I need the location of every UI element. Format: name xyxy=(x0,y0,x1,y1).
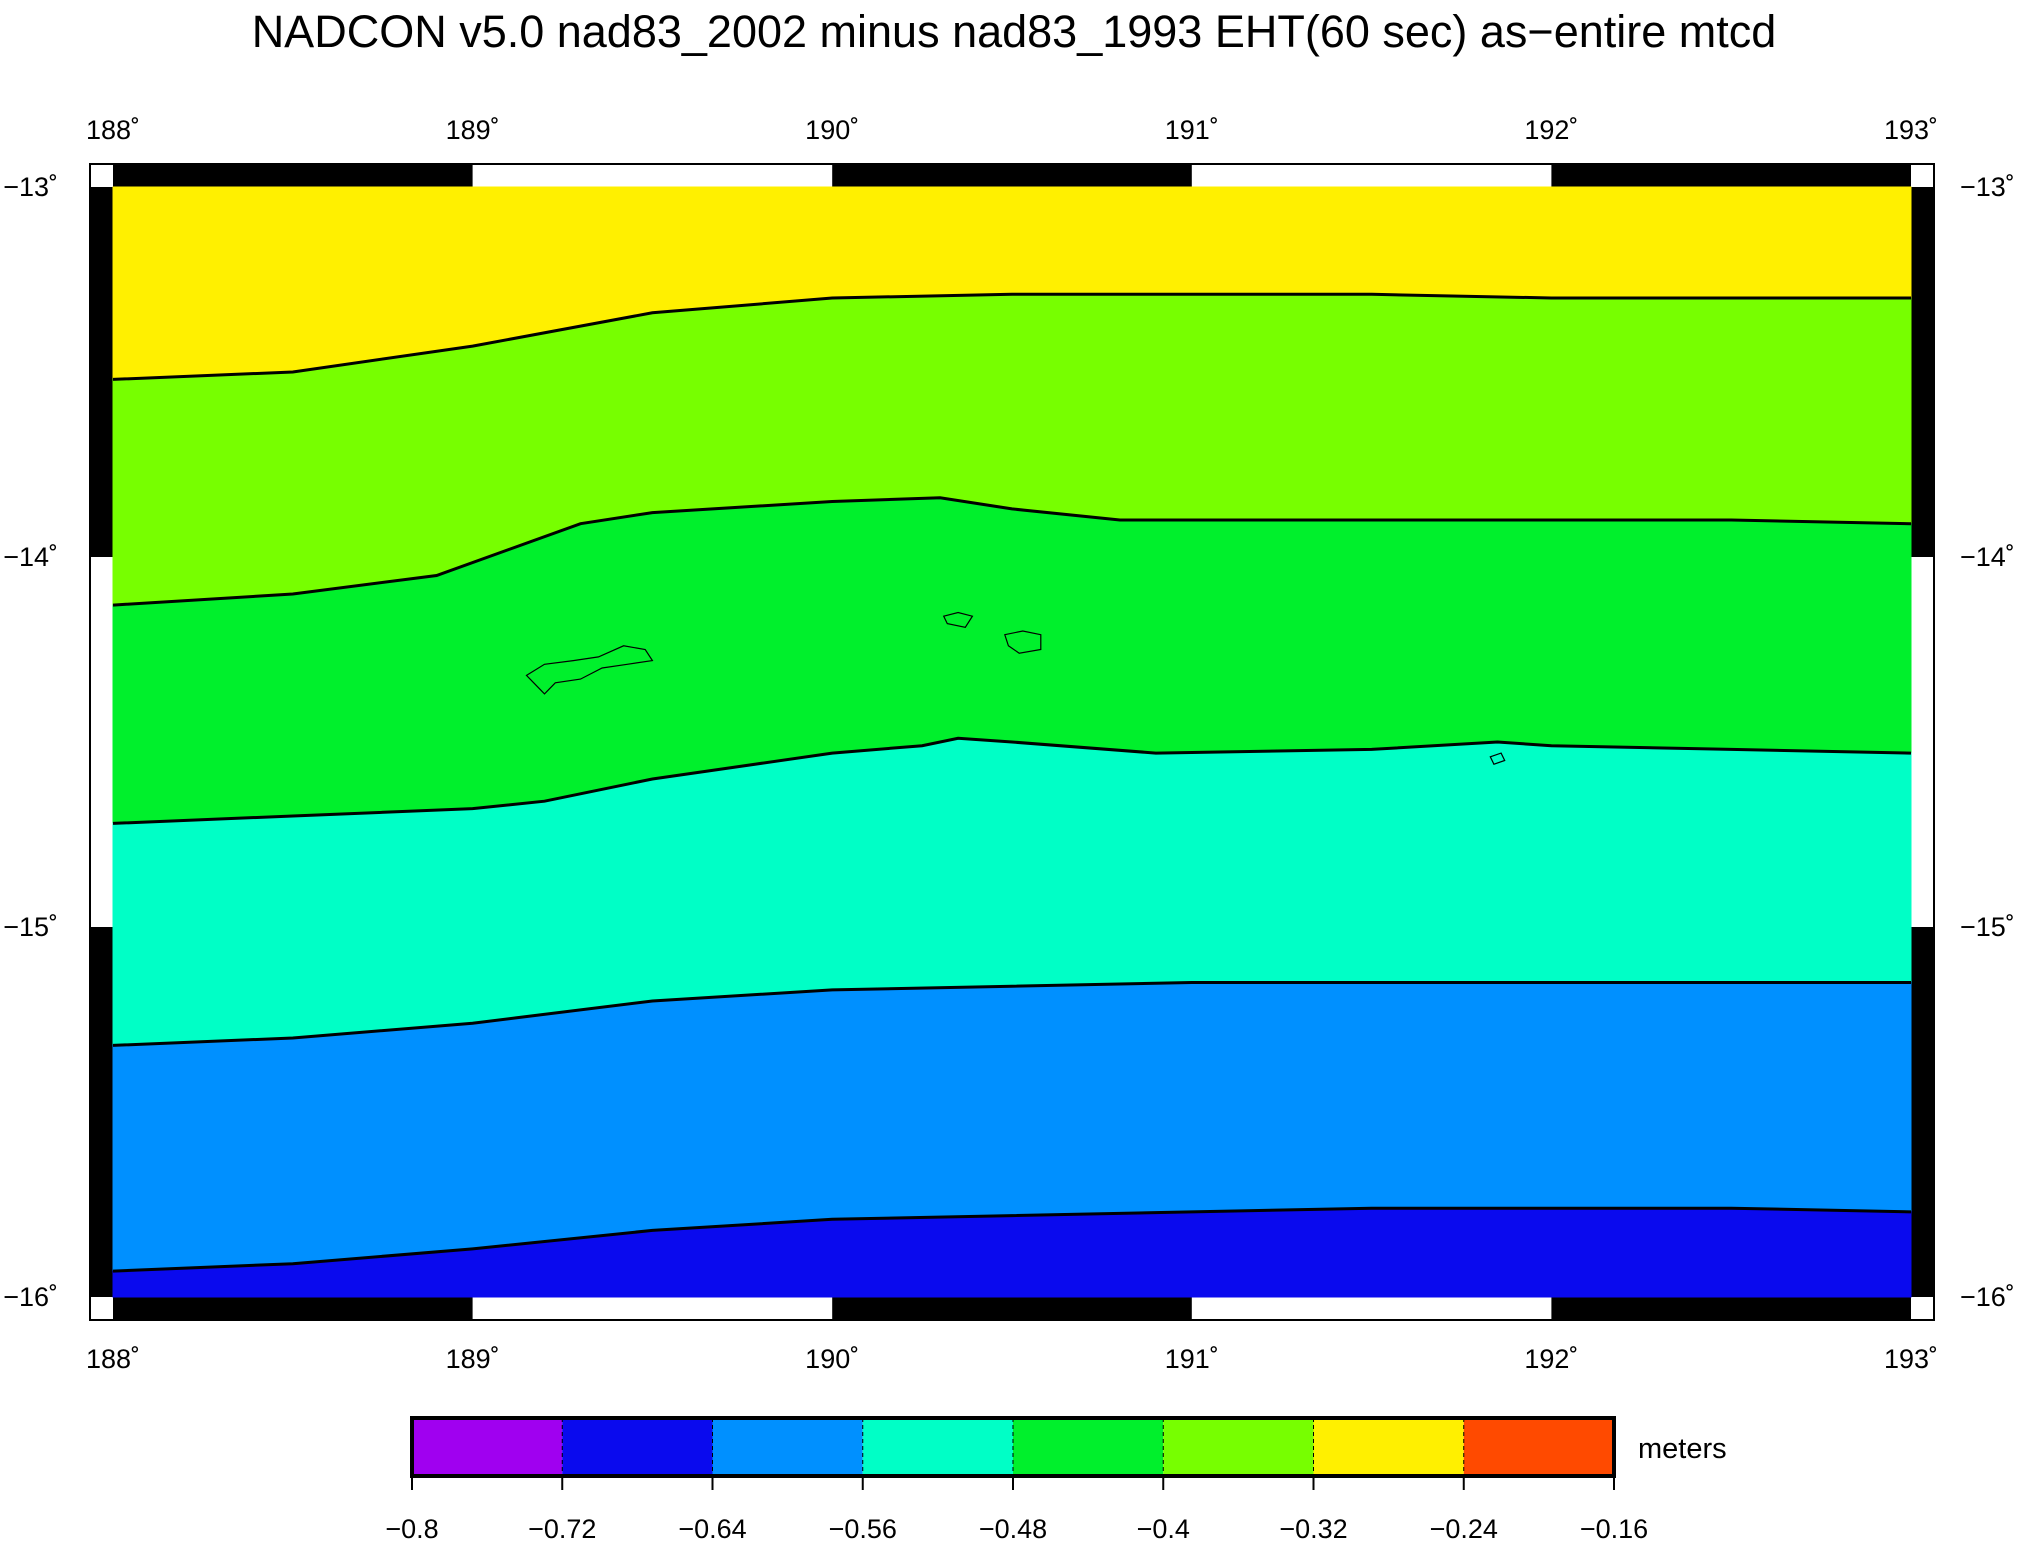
colorbar-swatch xyxy=(862,1418,1013,1476)
colorbar: −0.8 −0.72 −0.64 −0.56 −0.48 −0.4 −0.32 −0.24 −0… xyxy=(385,1416,1727,1544)
rose-atoll xyxy=(1489,752,1506,765)
lon-tick-label-bottom: 190˚ xyxy=(805,1344,859,1374)
lat-tick-label-right: −15˚ xyxy=(1960,912,2015,942)
lat-tick-label-left: −16˚ xyxy=(3,1282,58,1312)
contour-1 xyxy=(112,496,1912,607)
frame-segment-left xyxy=(90,187,113,557)
lat-tick-label-right: −13˚ xyxy=(1960,172,2015,202)
lon-tick-label-top: 190˚ xyxy=(805,115,859,145)
tau-island xyxy=(1004,630,1042,654)
lon-tick-label-bottom: 188˚ xyxy=(86,1344,140,1374)
lon-tick-label-bottom: 189˚ xyxy=(446,1344,500,1374)
colorbar-swatch xyxy=(412,1418,563,1476)
colorbar-tick-label: −0.56 xyxy=(829,1514,897,1544)
contour-0 xyxy=(112,292,1911,381)
colorbar-tick-label: −0.24 xyxy=(1430,1514,1498,1544)
colorbar-swatch xyxy=(1163,1418,1314,1476)
frame-segment-top xyxy=(832,164,1192,187)
frame-segment-bottom xyxy=(1551,1297,1911,1320)
colorbar-tick-label: −0.4 xyxy=(1137,1514,1190,1544)
axis-tick-labels: 188˚ 188˚ 189˚ 189˚ 190˚ 190˚ 191˚ 191˚ 192˚ 192˚… xyxy=(3,115,2015,1374)
colorbar-swatch xyxy=(712,1418,863,1476)
frame-segment-top xyxy=(1551,164,1911,187)
frame-segment-left xyxy=(90,927,113,1297)
colorbar-tick-labels: −0.8 −0.72 −0.64 −0.56 −0.48 −0.4 −0.32 −0.24 −0… xyxy=(385,1476,1648,1544)
colorbar-unit-label: meters xyxy=(1638,1433,1727,1465)
map-title: NADCON v5.0 nad83_2002 minus nad83_1993 … xyxy=(252,6,1777,57)
colorbar-swatch xyxy=(562,1418,713,1476)
frame-segment-bottom xyxy=(113,1297,473,1320)
frame-segment-right xyxy=(1911,187,1934,557)
colorbar-tick-label: −0.48 xyxy=(979,1514,1047,1544)
colorbar-tick-label: −0.64 xyxy=(678,1514,746,1544)
frame-segment-right xyxy=(1911,927,1934,1297)
ofu-island xyxy=(942,611,974,628)
frame-segment-top xyxy=(113,164,473,187)
tutuila-island xyxy=(525,645,654,695)
lat-tick-label-right: −16˚ xyxy=(1960,1282,2015,1312)
lat-tick-label-left: −15˚ xyxy=(3,912,58,942)
colorbar-swatch xyxy=(1463,1418,1614,1476)
lon-tick-label-top: 193˚ xyxy=(1884,115,1938,145)
lon-tick-label-bottom: 192˚ xyxy=(1524,1344,1578,1374)
lon-tick-label-top: 192˚ xyxy=(1524,115,1578,145)
coastlines xyxy=(525,611,1506,765)
lat-tick-label-right: −14˚ xyxy=(1960,542,2015,572)
colorbar-tick-label: −0.32 xyxy=(1279,1514,1347,1544)
lon-tick-label-top: 191˚ xyxy=(1165,115,1219,145)
contour-lines xyxy=(112,292,1912,1273)
lon-tick-label-bottom: 193˚ xyxy=(1884,1344,1938,1374)
lat-tick-label-left: −13˚ xyxy=(3,172,58,202)
lon-tick-label-bottom: 191˚ xyxy=(1165,1344,1219,1374)
colorbar-swatch xyxy=(1013,1418,1164,1476)
lon-tick-label-top: 189˚ xyxy=(446,115,500,145)
contour-3 xyxy=(112,981,1911,1047)
colorbar-tick-label: −0.16 xyxy=(1580,1514,1648,1544)
colorbar-swatch xyxy=(1313,1418,1464,1476)
lat-tick-label-left: −14˚ xyxy=(3,542,58,572)
contour-4 xyxy=(112,1206,1912,1273)
lon-tick-label-top: 188˚ xyxy=(86,115,140,145)
colorbar-swatches xyxy=(410,1416,1616,1478)
colorbar-tick-label: −0.72 xyxy=(528,1514,596,1544)
contour-2 xyxy=(112,736,1912,825)
colorbar-tick-label: −0.8 xyxy=(385,1514,438,1544)
frame-segment-bottom xyxy=(832,1297,1192,1320)
